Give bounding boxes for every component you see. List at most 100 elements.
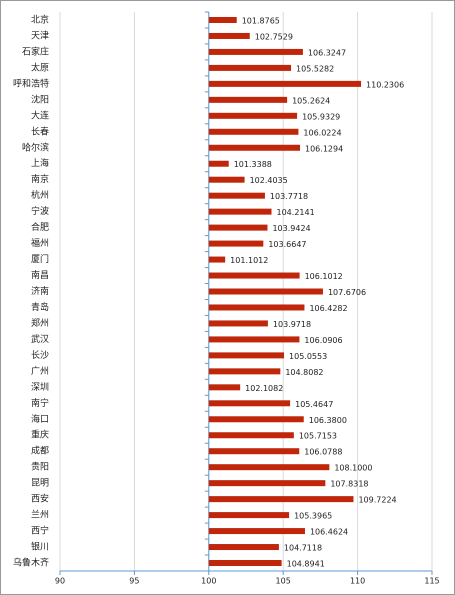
value-label: 104.8082 [285, 368, 323, 377]
value-label: 108.1000 [334, 464, 372, 473]
y-tick-label: 长沙 [31, 349, 49, 361]
value-label: 104.8941 [287, 560, 325, 569]
bar [208, 80, 362, 87]
y-tick-label: 上海 [31, 157, 49, 169]
y-tick-label: 重庆 [31, 429, 49, 441]
bar [208, 224, 268, 231]
bar [208, 32, 250, 39]
value-label: 103.9424 [272, 224, 310, 233]
value-label: 102.1082 [245, 384, 283, 393]
value-label: 102.7529 [255, 32, 293, 41]
bar [208, 368, 281, 375]
bar [208, 432, 294, 439]
bar [208, 272, 300, 279]
bar [208, 288, 323, 295]
y-tick-label: 太原 [31, 61, 49, 73]
y-tick-label: 西安 [31, 493, 49, 505]
bar [208, 128, 299, 135]
x-tick-label: 95 [129, 577, 139, 586]
x-tick-label: 105 [276, 577, 291, 586]
bar [208, 160, 229, 167]
y-tick-label: 广州 [31, 365, 49, 377]
value-label: 106.0906 [304, 336, 342, 345]
y-tick-label: 济南 [31, 285, 49, 297]
bar [208, 512, 290, 519]
bar [208, 256, 226, 263]
y-tick-label: 大连 [31, 109, 49, 121]
bar [208, 480, 326, 487]
y-tick-label: 银川 [31, 541, 49, 553]
value-label: 106.4282 [309, 304, 347, 313]
y-tick-label: 宁波 [31, 205, 49, 217]
bar [208, 352, 285, 359]
x-tick-label: 100 [201, 577, 216, 586]
value-label: 105.9329 [302, 112, 340, 121]
value-label: 106.3800 [309, 416, 347, 425]
value-label: 106.3247 [308, 48, 346, 57]
value-label: 102.4035 [250, 176, 288, 185]
y-tick-label: 北京 [31, 13, 49, 25]
bar [208, 336, 300, 343]
value-label: 107.6706 [328, 288, 366, 297]
y-tick-label: 福州 [31, 237, 49, 249]
y-tick-label: 南宁 [31, 397, 49, 409]
value-label: 101.3388 [234, 160, 272, 169]
value-label: 104.7118 [284, 544, 322, 553]
y-tick-label: 石家庄 [22, 45, 49, 57]
bar [208, 544, 279, 551]
value-label: 106.4624 [310, 528, 348, 537]
y-tick-label: 贵阳 [31, 461, 49, 473]
bar [208, 304, 305, 311]
value-label: 104.2141 [277, 208, 315, 217]
bar [208, 144, 301, 151]
value-label: 105.0553 [289, 352, 327, 361]
y-tick-label: 海口 [31, 413, 49, 425]
value-label: 106.1012 [305, 272, 343, 281]
bar [208, 48, 303, 55]
bar [208, 112, 298, 119]
value-label: 103.6647 [268, 240, 306, 249]
value-label: 101.8765 [242, 16, 280, 25]
value-label: 105.3965 [294, 512, 332, 521]
y-tick-label: 合肥 [31, 221, 49, 233]
y-tick-label: 郑州 [31, 317, 49, 329]
y-tick-label: 乌鲁木齐 [13, 557, 49, 569]
value-label: 106.0788 [304, 448, 342, 457]
bar [208, 400, 291, 407]
y-tick-label: 沈阳 [31, 93, 49, 105]
value-label: 105.4647 [295, 400, 333, 409]
value-label: 105.5282 [296, 64, 334, 73]
x-tick-label: 115 [424, 577, 439, 586]
bar [208, 384, 241, 391]
y-tick-label: 兰州 [31, 509, 49, 521]
value-label: 103.7718 [270, 192, 308, 201]
y-tick-label: 西宁 [31, 525, 49, 537]
bar [208, 176, 245, 183]
value-label: 105.2624 [292, 96, 330, 105]
bar [208, 416, 304, 423]
value-label: 103.9718 [273, 320, 311, 329]
y-tick-label: 杭州 [31, 189, 49, 201]
y-tick-label: 南昌 [31, 269, 49, 281]
y-tick-label: 昆明 [31, 478, 49, 489]
bar [208, 496, 354, 503]
x-tick-label: 90 [55, 577, 65, 586]
y-tick-label: 长春 [31, 125, 49, 137]
y-tick-label: 天津 [31, 30, 49, 41]
y-tick-label: 南京 [31, 173, 49, 185]
x-tick-label: 110 [350, 577, 365, 586]
value-label: 106.1294 [305, 144, 343, 153]
value-label: 101.1012 [230, 256, 268, 265]
bar [208, 16, 237, 23]
value-label: 105.7153 [299, 432, 337, 441]
value-label: 107.8318 [330, 480, 368, 489]
y-tick-label: 厦门 [31, 253, 49, 265]
bar [208, 192, 265, 199]
y-tick-label: 深圳 [31, 382, 49, 393]
bar [208, 560, 282, 567]
bar [208, 208, 272, 215]
y-tick-label: 哈尔滨 [22, 141, 49, 153]
bar [208, 320, 268, 327]
